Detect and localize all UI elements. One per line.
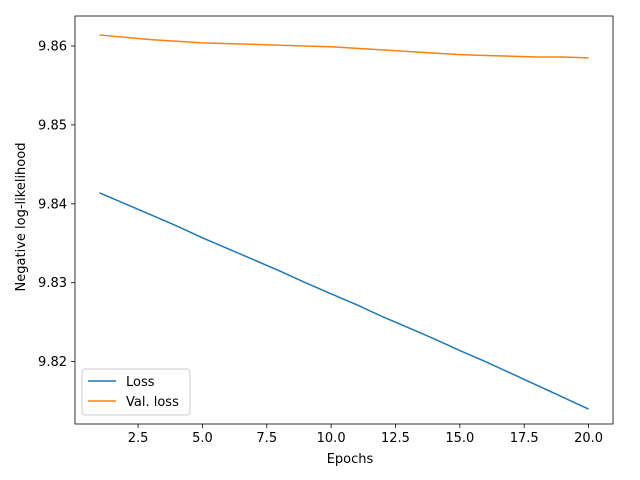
series-layer: [99, 34, 589, 410]
y-tick-label: 9.84: [38, 197, 67, 212]
x-axis-ticks: 2.5 5.0 7.5 10.0 12.5 15.0 17.5 20.0: [128, 424, 603, 446]
y-tick-label: 9.82: [38, 355, 67, 370]
series-line-loss: [99, 192, 589, 410]
x-tick-label: 20.0: [574, 431, 603, 446]
x-axis-label: Epochs: [327, 452, 374, 467]
legend-label: Val. loss: [126, 395, 179, 410]
y-axis-label: Negative log-likelihood: [14, 143, 29, 292]
x-tick-label: 17.5: [510, 431, 539, 446]
x-tick-label: 2.5: [128, 431, 149, 446]
series-line-val-loss: [99, 34, 589, 59]
axes-frame: [74, 15, 614, 425]
legend: Loss Val. loss: [81, 368, 191, 416]
y-tick-label: 9.83: [38, 276, 67, 291]
y-tick-label: 9.85: [38, 118, 67, 133]
x-tick-label: 5.0: [192, 431, 213, 446]
y-tick-label: 9.86: [38, 39, 67, 54]
y-axis-ticks: 9.82 9.83 9.84 9.85 9.86: [38, 39, 75, 370]
legend-label: Loss: [126, 375, 155, 390]
x-tick-label: 7.5: [256, 431, 277, 446]
x-tick-label: 15.0: [445, 431, 474, 446]
x-tick-label: 12.5: [381, 431, 410, 446]
x-tick-label: 10.0: [317, 431, 346, 446]
